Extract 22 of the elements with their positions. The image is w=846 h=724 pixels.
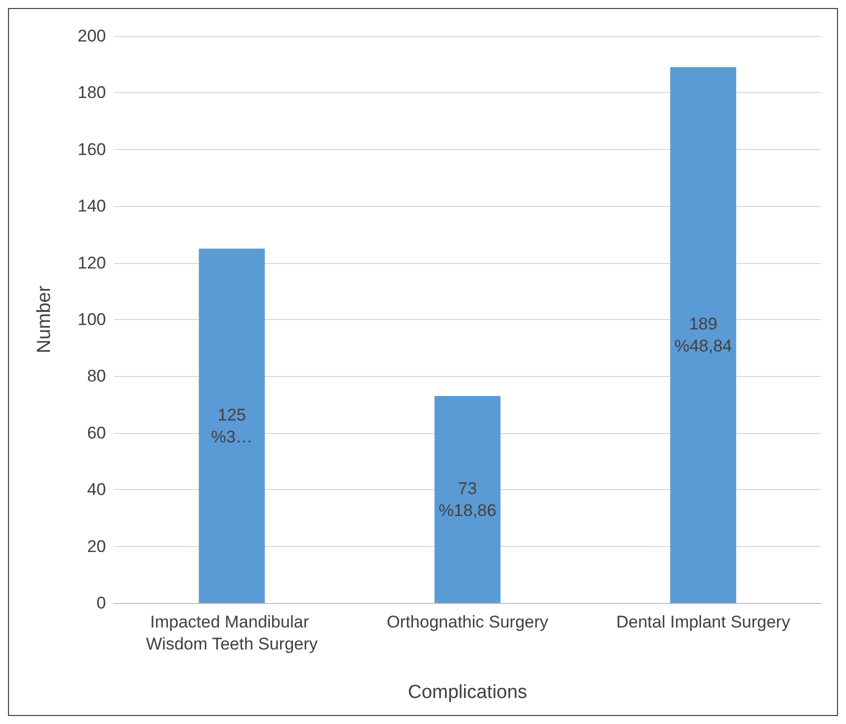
x-axis-title: Complications	[408, 682, 528, 703]
x-tick-label: Impacted Mandibular Wisdom Teeth Surgery	[146, 612, 318, 654]
y-tick-label: 160	[78, 140, 106, 159]
bar	[670, 67, 736, 603]
y-tick-label: 140	[78, 196, 106, 216]
data-label: 189 %48,84	[674, 314, 732, 356]
y-tick-label: 20	[87, 536, 106, 556]
y-tick-label: 100	[78, 310, 106, 329]
x-tick-label: Orthognathic Surgery	[386, 612, 549, 632]
y-axis-title: Number	[34, 285, 55, 354]
y-tick-label: 180	[78, 83, 106, 102]
x-tick-label: Dental Implant Surgery	[616, 612, 791, 632]
y-tick-label: 60	[87, 423, 106, 442]
data-label: 125 %3…	[211, 405, 253, 446]
y-tick-label: 80	[87, 366, 106, 386]
y-tick-label: 200	[78, 26, 106, 46]
bar	[198, 248, 265, 603]
data-label: 73 %18,86	[438, 479, 496, 520]
y-tick-label: 40	[87, 480, 106, 500]
y-tick-label: 0	[96, 594, 106, 612]
bar	[434, 396, 500, 603]
y-tick-label: 120	[78, 253, 106, 272]
